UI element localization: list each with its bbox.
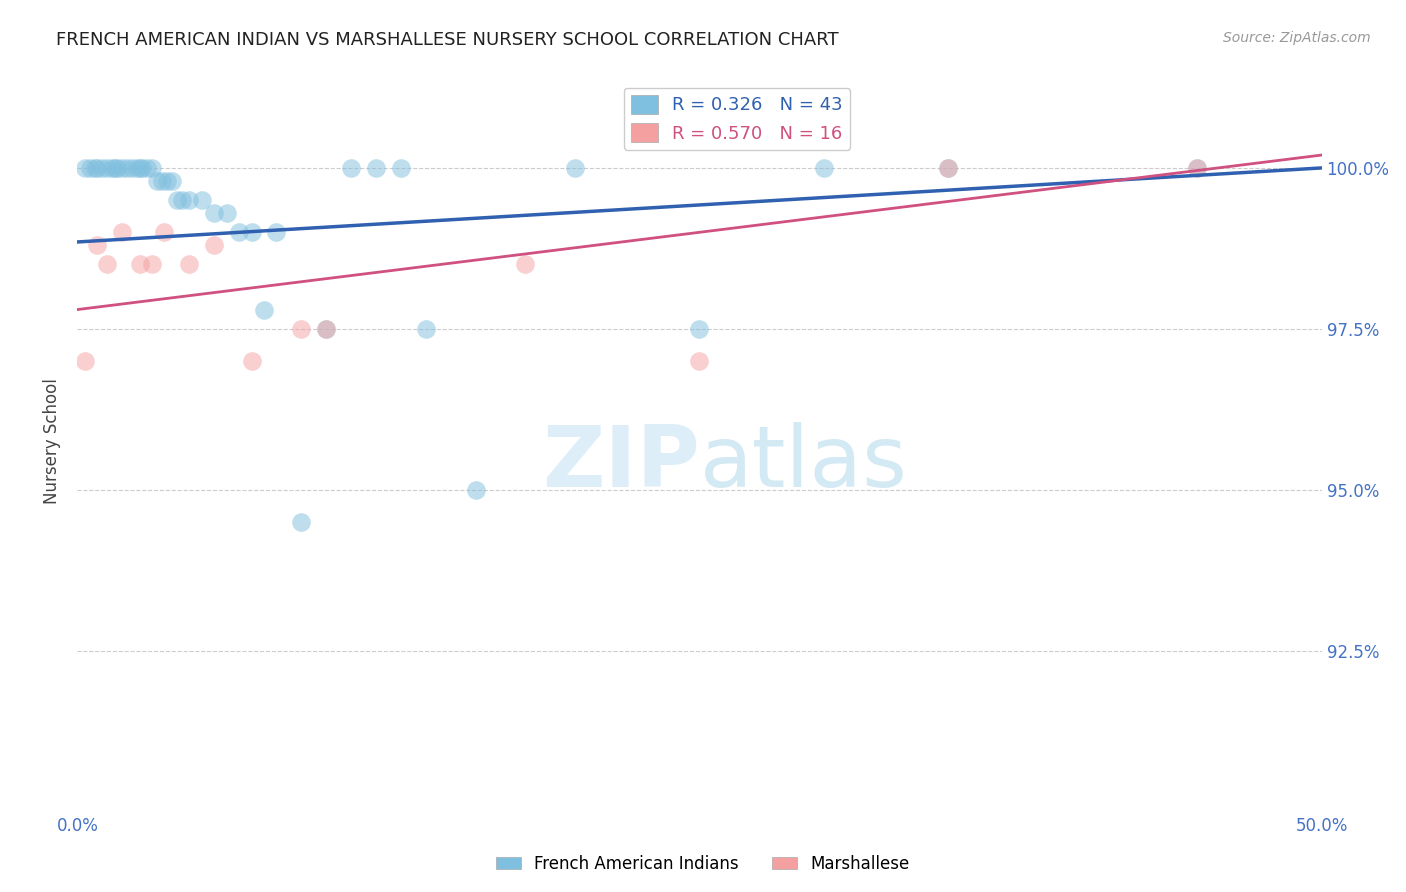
Point — [141, 258, 163, 272]
Point — [253, 302, 276, 317]
Point — [131, 161, 153, 175]
Point — [290, 515, 312, 529]
Point — [128, 258, 150, 272]
Point — [315, 322, 337, 336]
Point — [936, 161, 959, 175]
Point — [240, 225, 263, 239]
Point — [415, 322, 437, 336]
Point — [564, 161, 586, 175]
Point — [150, 174, 173, 188]
Point — [121, 161, 143, 175]
Text: Source: ZipAtlas.com: Source: ZipAtlas.com — [1223, 31, 1371, 45]
Text: ZIP: ZIP — [541, 422, 700, 505]
Point — [1185, 161, 1208, 175]
Point — [104, 161, 127, 175]
Point — [156, 174, 179, 188]
Point — [146, 174, 169, 188]
Point — [111, 225, 134, 239]
Point — [689, 354, 711, 368]
Point — [153, 225, 176, 239]
Legend: R = 0.326   N = 43, R = 0.570   N = 16: R = 0.326 N = 43, R = 0.570 N = 16 — [623, 87, 851, 150]
Point — [86, 238, 108, 252]
Point — [202, 206, 225, 220]
Point — [105, 161, 128, 175]
Point — [91, 161, 114, 175]
Point — [240, 354, 263, 368]
Point — [364, 161, 387, 175]
Point — [1185, 161, 1208, 175]
Point — [215, 206, 238, 220]
Point — [125, 161, 148, 175]
Point — [315, 322, 337, 336]
Point — [464, 483, 486, 497]
Legend: French American Indians, Marshallese: French American Indians, Marshallese — [489, 848, 917, 880]
Point — [111, 161, 134, 175]
Point — [228, 225, 250, 239]
Point — [86, 161, 108, 175]
Point — [389, 161, 412, 175]
Point — [689, 322, 711, 336]
Point — [96, 258, 118, 272]
Point — [141, 161, 163, 175]
Point — [128, 161, 150, 175]
Point — [166, 193, 188, 207]
Point — [290, 322, 312, 336]
Point — [936, 161, 959, 175]
Point — [73, 354, 96, 368]
Point — [170, 193, 193, 207]
Point — [266, 225, 288, 239]
Point — [73, 161, 96, 175]
Point — [115, 161, 138, 175]
Point — [101, 161, 124, 175]
Y-axis label: Nursery School: Nursery School — [44, 378, 62, 505]
Point — [179, 258, 201, 272]
Point — [96, 161, 118, 175]
Point — [136, 161, 159, 175]
Point — [191, 193, 214, 207]
Point — [813, 161, 835, 175]
Text: FRENCH AMERICAN INDIAN VS MARSHALLESE NURSERY SCHOOL CORRELATION CHART: FRENCH AMERICAN INDIAN VS MARSHALLESE NU… — [56, 31, 839, 49]
Point — [202, 238, 225, 252]
Point — [340, 161, 363, 175]
Point — [83, 161, 105, 175]
Point — [79, 161, 101, 175]
Text: atlas: atlas — [700, 422, 907, 505]
Point — [515, 258, 537, 272]
Point — [179, 193, 201, 207]
Point — [160, 174, 183, 188]
